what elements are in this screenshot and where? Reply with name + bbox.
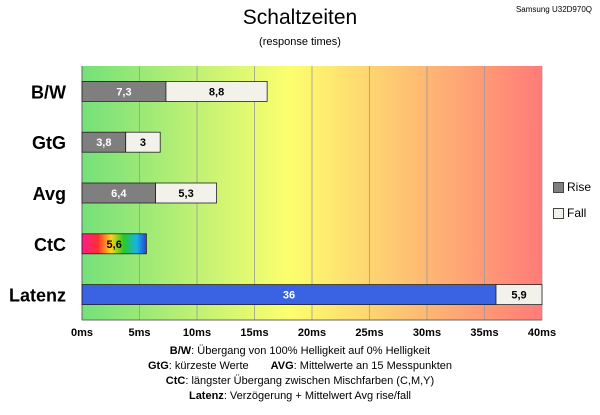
legend-fall: Fall: [553, 206, 586, 220]
device-label: Samsung U32D970Q: [515, 5, 592, 14]
x-tick-label: 35ms: [470, 327, 498, 339]
x-tick-label: 15ms: [240, 327, 268, 339]
category-label: GtG: [32, 133, 66, 153]
bar-fall: [495, 284, 543, 306]
category-label: Latenz: [9, 286, 66, 306]
bar-fall-label: 3: [140, 137, 146, 149]
x-tick-label: 10ms: [183, 327, 211, 339]
category-label: Avg: [33, 184, 66, 204]
bar-rise-label: 7,3: [116, 86, 131, 98]
x-tick-label: 20ms: [298, 327, 326, 339]
bar-fall: [125, 131, 161, 153]
bar-fall-label: 5,3: [178, 188, 193, 200]
bar-rise-label: 5,6: [107, 239, 122, 251]
x-tick-label: 0ms: [71, 327, 93, 339]
bar-fall: [155, 182, 217, 204]
chart-subtitle: (response times): [259, 36, 341, 48]
footnote-ctc-text: : längster Übergang zwischen Mischfarben…: [185, 375, 435, 387]
x-tick-label: 5ms: [128, 327, 150, 339]
footnote-bw: B/W: Übergang von 100% Helligkeit auf 0%…: [0, 344, 600, 359]
footnote-bw-text: : Übergang von 100% Helligkeit auf 0% He…: [191, 345, 431, 357]
bar-fall: [165, 81, 268, 102]
footnote-ctc-key: CtC: [165, 375, 186, 387]
footnote-avg-text: : Mittelwerte an 15 Messpunkten: [293, 360, 453, 372]
bar-rise-label: 6,4: [111, 188, 127, 200]
category-label: CtC: [34, 235, 66, 255]
bar-fall-label: 8,8: [209, 86, 224, 98]
footnote-avg-key: AVG: [270, 360, 294, 372]
bar-rise-label: 36: [283, 290, 295, 302]
bar-rise-label: 3,8: [96, 137, 111, 149]
legend-rise-label: Rise: [567, 180, 592, 194]
footnote-latenz-text: : Verzögerung + Mittelwert Avg rise/fall: [223, 390, 412, 402]
legend-rise: Rise: [553, 180, 591, 194]
footnote-latenz: Latenz: Verzögerung + Mittelwert Avg ris…: [0, 389, 600, 404]
footnote-ctc: CtC: längster Übergang zwischen Mischfar…: [0, 374, 600, 389]
category-label: B/W: [31, 82, 66, 102]
legend-rise-swatch: [553, 182, 564, 194]
legend-fall-swatch: [553, 208, 564, 220]
bar-rise: [81, 233, 147, 255]
chart-title: Schaltzeiten: [242, 6, 358, 29]
footnote-latenz-key: Latenz: [188, 390, 224, 402]
footnote-gtg-key: GtG: [147, 360, 169, 372]
legend-fall-label: Fall: [567, 206, 587, 220]
x-tick-label: 25ms: [355, 327, 383, 339]
x-tick-label: 30ms: [413, 327, 441, 339]
bar-fall-label: 5,9: [511, 290, 526, 302]
footnote-gtg-avg: GtG: kürzeste Werte AVG: Mittelwerte an 1…: [0, 359, 600, 374]
footnote-gtg-text: : kürzeste Werte: [168, 360, 249, 372]
footnote-bw-key: B/W: [169, 345, 192, 357]
x-tick-label: 40ms: [528, 327, 556, 339]
